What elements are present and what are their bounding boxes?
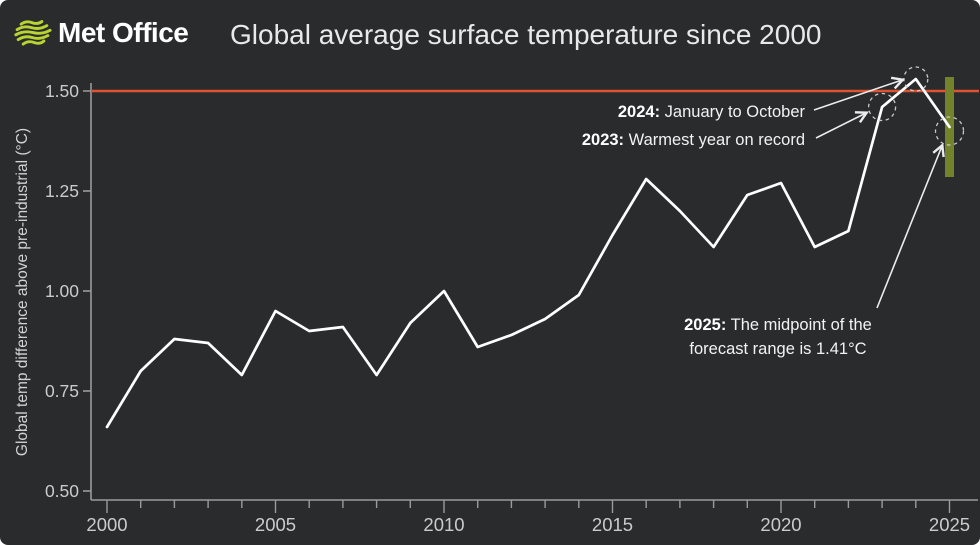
- y-tick-label: 1.00: [45, 281, 79, 301]
- y-tick-label: 1.50: [45, 81, 79, 101]
- annotation-2023: 2023: Warmest year on record: [582, 131, 805, 150]
- met-office-logo-icon: [14, 20, 52, 46]
- x-tick-label: 2020: [760, 514, 801, 535]
- x-tick-label: 2005: [255, 514, 296, 535]
- y-tick-label: 1.25: [45, 181, 79, 201]
- brand-name: Met Office: [58, 17, 189, 48]
- y-axis-label: Global temp difference above pre-industr…: [14, 127, 31, 457]
- annotation-2025-text-line2: forecast range is 1.41°C: [689, 340, 867, 358]
- highlight-circle-2023: [867, 92, 897, 122]
- y-tick-label: 0.75: [45, 381, 79, 401]
- arrow-2023: [815, 113, 866, 139]
- annotation-2025-text: The midpoint of the: [726, 316, 872, 334]
- highlight-circle-2025: [934, 116, 965, 146]
- x-tick-label: 2025: [929, 514, 970, 535]
- x-tick-label: 2010: [423, 514, 464, 535]
- annotation-2025-year: 2025:: [684, 316, 727, 334]
- chart-title: Global average surface temperature since…: [230, 19, 822, 50]
- arrow-2024: [813, 80, 902, 111]
- annotation-2024-text: January to October: [660, 103, 805, 121]
- y-tick-label: 0.50: [45, 481, 79, 501]
- annotation-2025: 2025: The midpoint of the forecast range…: [643, 313, 913, 361]
- annotation-2024: 2024: January to October: [618, 103, 805, 122]
- annotation-2024-year: 2024:: [617, 103, 661, 121]
- x-tick-label: 2015: [592, 514, 633, 535]
- annotation-2023-year: 2023:: [581, 131, 625, 149]
- annotation-2023-text: Warmest year on record: [624, 131, 805, 149]
- header: Met Office Global average surface temper…: [0, 0, 980, 64]
- x-tick-label: 2000: [86, 514, 127, 535]
- arrow-2025: [876, 146, 942, 309]
- temperature-data-line: [105, 77, 951, 429]
